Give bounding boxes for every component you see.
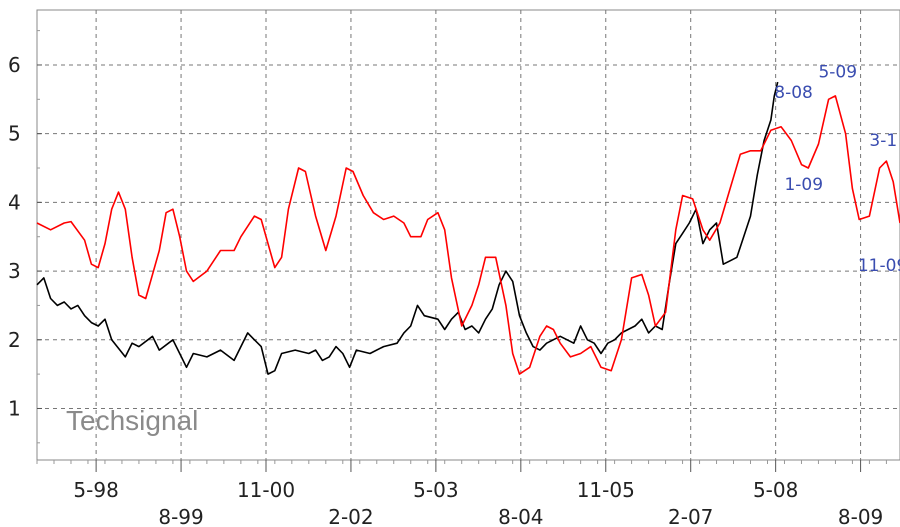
annotation-label: 1-09 xyxy=(784,175,823,195)
y-tick-label: 4 xyxy=(8,190,21,214)
x-tick-label: 2-02 xyxy=(328,505,373,527)
series-line-2 xyxy=(36,95,900,375)
y-tick-label: 1 xyxy=(8,396,21,420)
plot-area xyxy=(36,9,900,461)
x-tick-label: 8-04 xyxy=(498,505,543,527)
annotation-label: 8-08 xyxy=(774,83,813,103)
y-tick-label: 6 xyxy=(8,53,21,77)
series-group xyxy=(36,81,900,375)
watermark-text: Techsignal xyxy=(66,405,198,436)
x-tick-label: 5-98 xyxy=(73,478,118,502)
x-tick-label: 5-08 xyxy=(753,478,798,502)
annotation-label: 5-09 xyxy=(818,62,857,82)
x-tick-label: 5-03 xyxy=(413,478,458,502)
annotation-label: 3-1 xyxy=(869,131,897,151)
x-tick-label: 8-99 xyxy=(158,505,203,527)
x-tick-label: 8-09 xyxy=(838,505,883,527)
annotations: 5-098-08 3-1 1-09 11-09 xyxy=(774,62,900,276)
y-tick-label: 2 xyxy=(8,328,21,352)
series-line-1 xyxy=(36,81,779,375)
gridlines xyxy=(37,10,900,460)
x-tick-label: 11-00 xyxy=(237,478,295,502)
y-tick-label: 5 xyxy=(8,122,21,146)
x-tick-label: 11-05 xyxy=(577,478,635,502)
annotation-label: 11-09 xyxy=(858,256,900,276)
y-tick-label: 3 xyxy=(8,259,21,283)
x-tick-label: 2-07 xyxy=(668,505,713,527)
axes: 1 2 3 4 5 6 5-98 8-99 11-00 2-02 5-03 8-04 11-05 2-07… xyxy=(8,30,887,527)
